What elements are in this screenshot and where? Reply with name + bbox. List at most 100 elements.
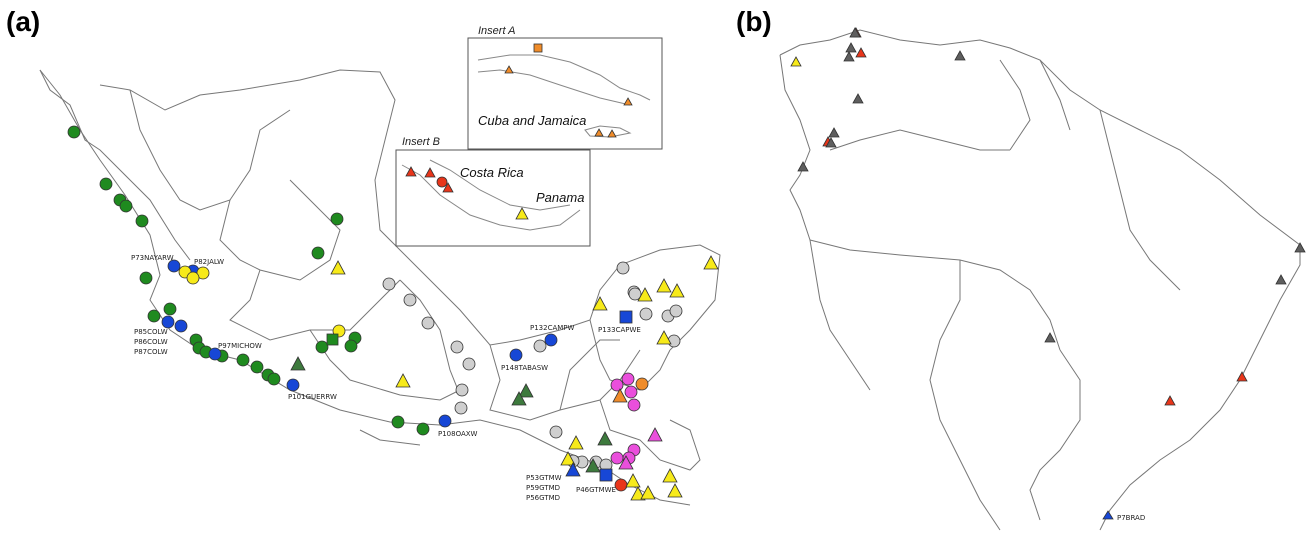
site-marker-yellow-triangle[interactable]	[640, 485, 656, 500]
site-marker-yellow-triangle[interactable]	[790, 56, 802, 67]
site-marker-darkgreen-triangle[interactable]	[597, 431, 613, 446]
site-marker-darkgray-triangle[interactable]	[825, 137, 837, 148]
site-marker-blue-square[interactable]	[599, 468, 613, 482]
site-marker-darkgreen-triangle[interactable]	[518, 383, 534, 398]
site-marker-gray-circle[interactable]	[421, 316, 435, 330]
site-marker-yellow-triangle[interactable]	[568, 435, 584, 450]
site-marker-blue-circle[interactable]	[438, 414, 452, 428]
site-marker-darkgreen-triangle[interactable]	[511, 391, 527, 406]
site-marker-green-circle[interactable]	[315, 340, 329, 354]
site-marker-darkgray-triangle[interactable]	[849, 27, 861, 38]
site-marker-orange-triangle[interactable]	[623, 97, 633, 106]
site-marker-gray-circle[interactable]	[454, 401, 468, 415]
site-marker-red-circle[interactable]	[614, 478, 628, 492]
site-marker-green-circle[interactable]	[119, 199, 133, 213]
site-marker-blue-circle[interactable]	[286, 378, 300, 392]
site-marker-red-triangle[interactable]	[1164, 395, 1176, 406]
site-marker-blue-circle[interactable]	[208, 347, 222, 361]
triangle-marker-layer	[290, 27, 1306, 520]
site-marker-orange-triangle[interactable]	[612, 388, 628, 403]
site-marker-blue-circle[interactable]	[161, 315, 175, 329]
site-marker-gray-circle[interactable]	[450, 340, 464, 354]
site-marker-darkgray-triangle[interactable]	[797, 161, 809, 172]
site-marker-green-circle[interactable]	[236, 353, 250, 367]
site-marker-gray-circle[interactable]	[669, 304, 683, 318]
site-marker-magenta-triangle[interactable]	[618, 455, 634, 470]
site-marker-magenta-circle[interactable]	[624, 385, 638, 399]
site-marker-gray-circle[interactable]	[628, 287, 642, 301]
site-marker-yellow-triangle[interactable]	[560, 451, 576, 466]
site-marker-magenta-circle[interactable]	[627, 398, 641, 412]
site-marker-orange-square[interactable]	[533, 43, 543, 53]
site-marker-red-triangle[interactable]	[405, 166, 417, 177]
site-marker-gray-circle[interactable]	[549, 425, 563, 439]
site-marker-green-circle[interactable]	[250, 360, 264, 374]
site-marker-blue-circle[interactable]	[167, 259, 181, 273]
site-marker-green-circle[interactable]	[139, 271, 153, 285]
site-marker-orange-triangle[interactable]	[607, 129, 617, 138]
site-marker-red-circle[interactable]	[436, 176, 448, 188]
site-marker-green-circle[interactable]	[67, 125, 81, 139]
site-marker-blue-square[interactable]	[619, 310, 633, 324]
site-marker-green-circle[interactable]	[135, 214, 149, 228]
site-marker-gray-circle[interactable]	[462, 357, 476, 371]
site-marker-magenta-circle[interactable]	[621, 372, 635, 386]
site-marker-yellow-circle[interactable]	[186, 271, 200, 285]
site-marker-blue-circle[interactable]	[509, 348, 523, 362]
site-marker-red-triangle[interactable]	[442, 182, 454, 193]
site-marker-yellow-triangle[interactable]	[667, 483, 683, 498]
site-marker-darkgray-triangle[interactable]	[843, 51, 855, 62]
site-marker-darkgray-triangle[interactable]	[852, 93, 864, 104]
site-marker-yellow-triangle[interactable]	[630, 486, 646, 501]
site-marker-green-circle[interactable]	[416, 422, 430, 436]
site-marker-yellow-triangle[interactable]	[330, 260, 346, 275]
site-marker-yellow-triangle[interactable]	[625, 473, 641, 488]
site-marker-gray-circle[interactable]	[533, 339, 547, 353]
site-marker-blue-triangle[interactable]	[1102, 510, 1114, 520]
site-marker-blue-circle[interactable]	[174, 319, 188, 333]
site-marker-yellow-triangle[interactable]	[637, 287, 653, 302]
site-marker-orange-triangle[interactable]	[594, 128, 604, 137]
site-marker-magenta-triangle[interactable]	[647, 427, 663, 442]
site-marker-green-circle[interactable]	[99, 177, 113, 191]
site-marker-gray-circle[interactable]	[455, 383, 469, 397]
site-marker-magenta-circle[interactable]	[610, 378, 624, 392]
site-marker-darkgray-triangle[interactable]	[828, 127, 840, 138]
site-marker-green-circle[interactable]	[311, 246, 325, 260]
site-marker-green-circle[interactable]	[163, 302, 177, 316]
site-marker-yellow-circle[interactable]	[196, 266, 210, 280]
site-marker-yellow-triangle[interactable]	[662, 468, 678, 483]
site-marker-yellow-triangle[interactable]	[515, 207, 529, 220]
site-marker-gray-circle[interactable]	[403, 293, 417, 307]
site-marker-gray-circle[interactable]	[639, 307, 653, 321]
site-marker-yellow-triangle[interactable]	[656, 330, 672, 345]
site-marker-yellow-triangle[interactable]	[656, 278, 672, 293]
site-marker-darkgray-triangle[interactable]	[845, 42, 857, 53]
site-marker-darkgreen-triangle[interactable]	[585, 458, 601, 473]
site-marker-blue-circle[interactable]	[544, 333, 558, 347]
site-marker-red-triangle[interactable]	[855, 47, 867, 58]
site-marker-orange-triangle[interactable]	[504, 65, 514, 74]
site-marker-green-circle[interactable]	[391, 415, 405, 429]
site-marker-gray-circle[interactable]	[382, 277, 396, 291]
site-marker-gray-circle[interactable]	[616, 261, 630, 275]
site-marker-darkgray-triangle[interactable]	[1294, 242, 1306, 253]
site-marker-darkgreen-triangle[interactable]	[290, 356, 306, 371]
site-marker-darkgray-triangle[interactable]	[1044, 332, 1056, 343]
site-marker-green-circle[interactable]	[267, 372, 281, 386]
site-marker-green-circle[interactable]	[147, 309, 161, 323]
site-marker-magenta-circle[interactable]	[610, 451, 624, 465]
site-marker-orange-circle[interactable]	[635, 377, 649, 391]
site-marker-blue-triangle[interactable]	[565, 462, 581, 477]
site-marker-darkgray-triangle[interactable]	[954, 50, 966, 61]
site-marker-red-triangle[interactable]	[1236, 371, 1248, 382]
site-marker-yellow-triangle[interactable]	[703, 255, 719, 270]
site-marker-darkgray-triangle[interactable]	[1275, 274, 1287, 285]
site-marker-red-triangle[interactable]	[424, 167, 436, 178]
site-marker-yellow-triangle[interactable]	[592, 296, 608, 311]
site-marker-green-square[interactable]	[326, 333, 339, 346]
site-marker-yellow-triangle[interactable]	[669, 283, 685, 298]
site-marker-yellow-triangle[interactable]	[395, 373, 411, 388]
site-marker-green-circle[interactable]	[344, 339, 358, 353]
site-marker-green-circle[interactable]	[330, 212, 344, 226]
